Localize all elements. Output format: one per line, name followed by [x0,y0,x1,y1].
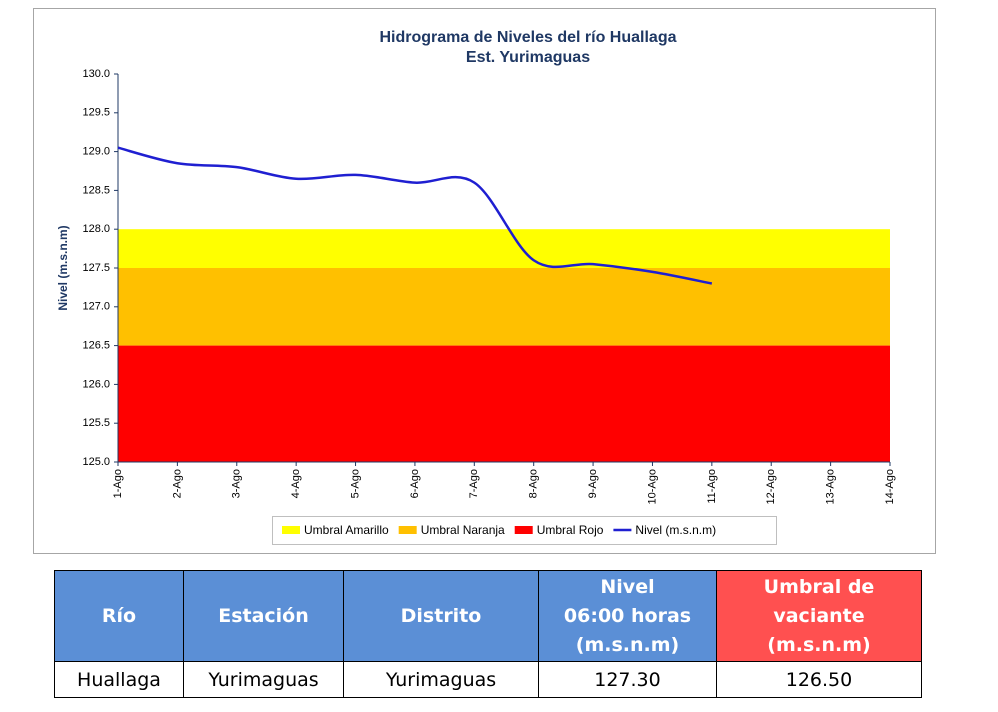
data-cell: 127.30 [538,661,717,698]
x-tick-label: 11-Ago [706,469,718,504]
x-tick-label: 10-Ago [646,469,658,504]
legend-label: Umbral Amarillo [304,523,389,537]
y-tick-label: 125.5 [82,417,110,429]
y-tick-label: 127.0 [82,301,110,313]
threshold-band [118,229,890,268]
header-cell: Nivel 06:00 horas (m.s.n.m) [538,570,717,662]
legend-swatch [514,526,533,534]
x-tick-label: 6-Ago [409,469,421,498]
header-cell: Distrito [343,570,539,662]
y-tick-label: 128.0 [82,223,110,235]
x-tick-label: 4-Ago [290,469,302,498]
x-tick-label: 12-Ago [765,469,777,504]
x-tick-label: 2-Ago [171,469,183,498]
y-tick-label: 130.0 [82,68,110,80]
y-tick-label: 125.0 [82,456,110,468]
data-cell: 126.50 [716,661,922,698]
header-cell: Estación [183,570,344,662]
data-cell: Huallaga [54,661,184,698]
x-tick-label: 1-Ago [112,469,124,498]
y-tick-label: 129.0 [82,146,110,158]
x-tick-label: 9-Ago [587,469,599,498]
x-tick-label: 14-Ago [884,469,896,504]
y-tick-label: 127.5 [82,262,110,274]
header-cell: Umbral de vaciante (m.s.n.m) [716,570,922,662]
threshold-band [118,268,890,346]
chart-subtitle: Est. Yurimaguas [466,49,590,66]
data-cell: Yurimaguas [343,661,539,698]
y-tick-label: 126.0 [82,378,110,390]
y-tick-label: 128.5 [82,184,110,196]
x-tick-label: 3-Ago [231,469,243,498]
y-tick-label: 129.5 [82,107,110,119]
legend-label: Nivel (m.s.n.m) [635,523,716,537]
x-tick-label: 5-Ago [349,469,361,498]
legend-label: Umbral Naranja [421,523,505,537]
x-tick-label: 13-Ago [825,469,837,504]
chart-title: Hidrograma de Niveles del río Huallaga [380,29,677,46]
legend-label: Umbral Rojo [537,523,604,537]
x-tick-label: 8-Ago [528,469,540,498]
header-row: Río Estación Distrito Nivel 06:00 horas (m.… [54,570,922,662]
data-cell: Yurimaguas [183,661,344,698]
legend-swatch [398,526,417,534]
header-cell: Río [54,570,184,662]
legend-swatch [282,526,300,534]
level-line [117,146,713,285]
chart: Hidrograma de Niveles del río Huallaga E… [33,8,936,554]
data-table: Río Estación Distrito Nivel 06:00 horas (m.… [54,570,922,698]
y-axis-label: Nivel (m.s.n.m) [56,225,70,310]
y-tick-label: 126.5 [82,340,110,352]
threshold-band [118,345,890,462]
data-row: Huallaga Yurimaguas Yurimaguas 127.30 126.50 [54,661,922,698]
x-tick-label: 7-Ago [468,469,480,498]
